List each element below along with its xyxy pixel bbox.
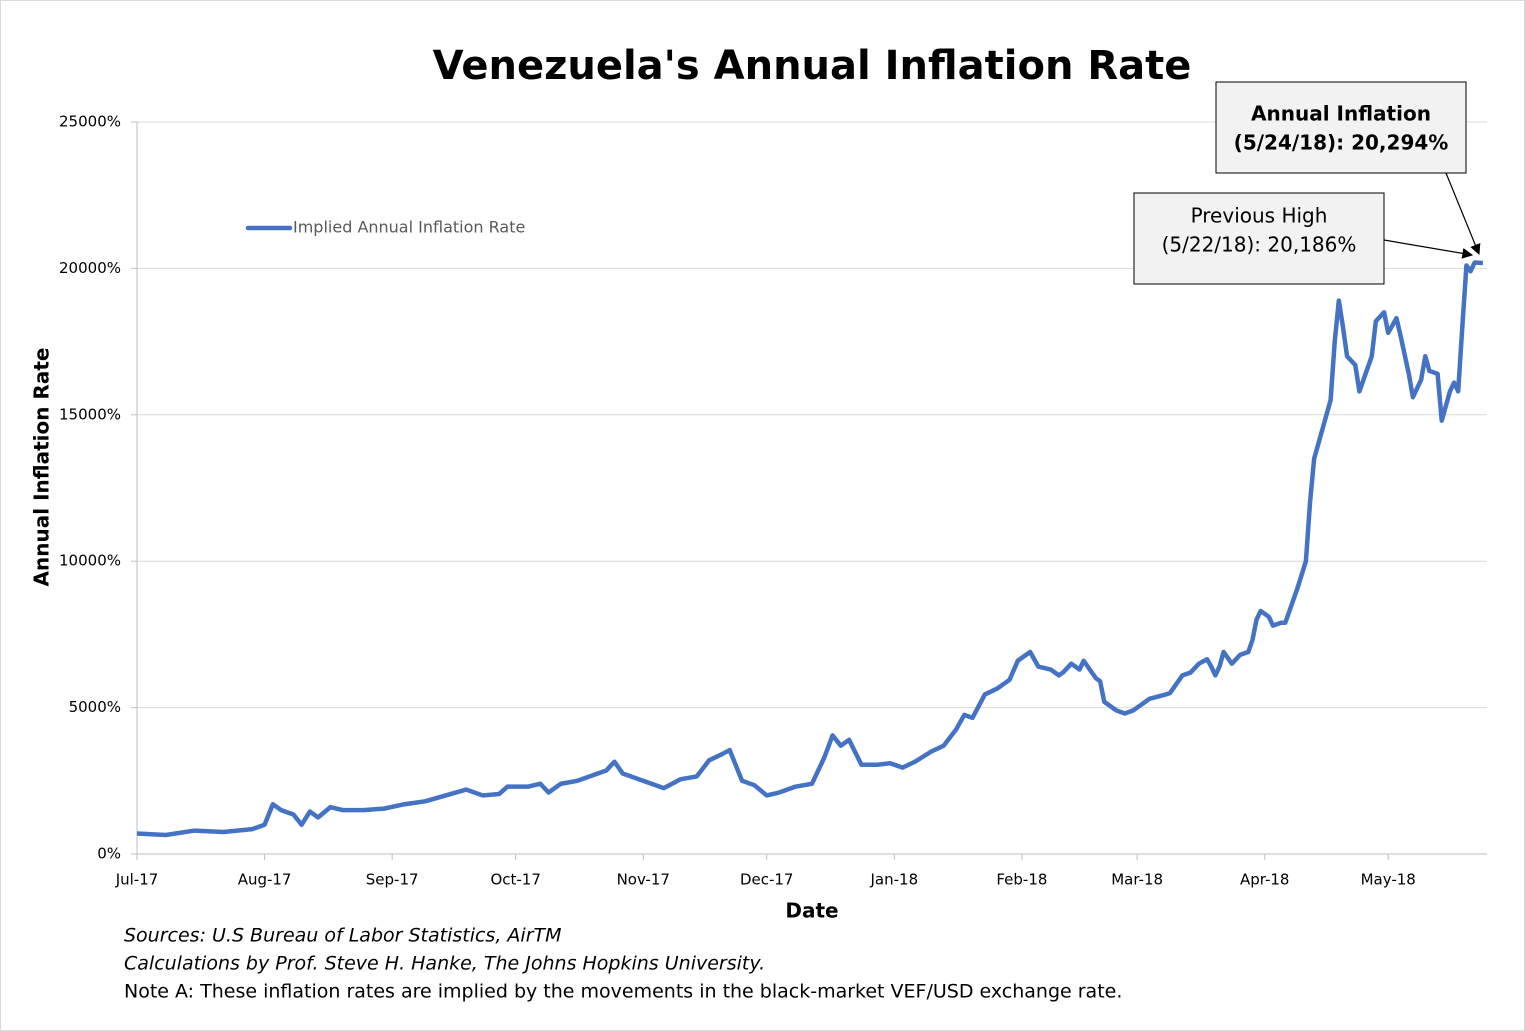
annotation-arrow	[1445, 172, 1481, 256]
data-line	[136, 260, 1483, 838]
footnote: Calculations by Prof. Steve H. Hanke, Th…	[124, 953, 765, 975]
annotation-arrow	[1383, 239, 1474, 259]
x-tick-label: Oct-17	[490, 871, 540, 889]
y-axis-label: Annual Inflation Rate	[30, 348, 54, 587]
x-tick-label: Nov-17	[617, 871, 670, 889]
chart-title: Venezuela's Annual Inflation Rate	[433, 43, 1192, 89]
y-tick-label: 15000%	[59, 405, 121, 423]
annotation-text: (5/22/18): 20,186%	[1162, 233, 1357, 257]
x-tick-label: Aug-17	[238, 871, 292, 889]
x-tick-label: Apr-18	[1240, 871, 1290, 889]
annotation-box	[1133, 192, 1385, 285]
y-tick-label: 10000%	[59, 552, 121, 570]
plot-area: 0% 5000% 10000% 15000% 20000% 25000% Jul-17 Aug…	[59, 113, 1487, 889]
annotation-box	[1215, 81, 1467, 174]
y-tick-label: 5000%	[69, 698, 121, 716]
legend-label: Implied Annual Inflation Rate	[293, 218, 525, 237]
x-tick-label: Sep-17	[366, 871, 419, 889]
y-tick-label: 25000%	[59, 113, 121, 131]
y-tick-label: 20000%	[59, 259, 121, 277]
x-tick-label: Jan-18	[870, 871, 919, 889]
x-axis-label: Date	[785, 899, 838, 923]
footnote: Sources: U.S Bureau of Labor Statistics,…	[124, 925, 562, 947]
x-tick-label: May-18	[1361, 871, 1416, 889]
annotation-text: (5/24/18): 20,294%	[1234, 131, 1449, 155]
footnote: Note A: These inflation rates are implie…	[124, 981, 1122, 1003]
x-tick-label: Jul-17	[115, 871, 159, 889]
annotation-text: Annual Inflation	[1251, 102, 1431, 126]
x-tick-label: Dec-17	[740, 871, 794, 889]
x-tick-label: Feb-18	[996, 871, 1047, 889]
x-tick-label: Mar-18	[1111, 871, 1163, 889]
y-tick-label: 0%	[97, 845, 121, 863]
annotation-text: Previous High	[1191, 204, 1328, 228]
